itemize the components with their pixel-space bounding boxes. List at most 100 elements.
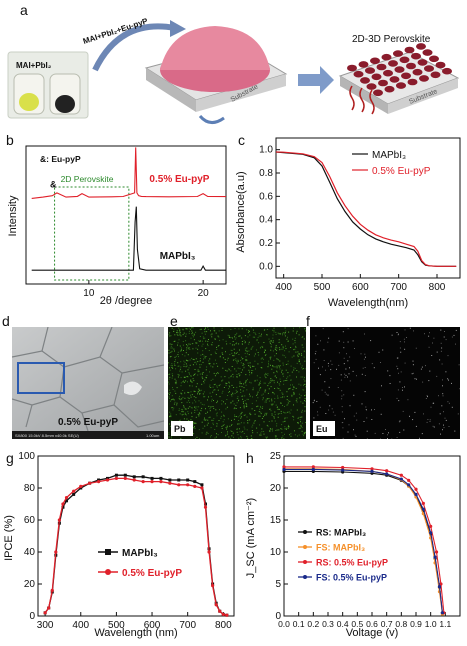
eu-signal-dot (387, 370, 388, 371)
eu-signal-dot (364, 334, 365, 335)
pb-signal-dot (184, 364, 185, 365)
pb-signal-dot (231, 394, 232, 395)
pb-signal-dot (261, 395, 262, 396)
pb-signal-dot (197, 393, 198, 394)
perovskite-grain (377, 64, 387, 71)
pb-signal-dot (276, 423, 277, 424)
pb-signal-dot (275, 347, 276, 348)
eu-signal-dot (399, 381, 400, 382)
pb-signal-dot (195, 342, 196, 343)
pb-signal-dot (255, 381, 256, 382)
pb-signal-dot (236, 408, 237, 409)
pb-signal-dot (291, 436, 292, 437)
pb-signal-dot (228, 388, 229, 389)
pb-signal-dot (297, 355, 298, 356)
pb-signal-dot (245, 350, 246, 351)
pb-signal-dot (236, 371, 237, 372)
pb-signal-dot (241, 432, 242, 433)
pb-signal-dot (205, 419, 206, 420)
eu-signal-dot (449, 403, 450, 404)
pb-signal-dot (305, 398, 306, 399)
pb-signal-dot (199, 390, 200, 391)
pb-signal-dot (182, 390, 183, 391)
pb-signal-dot (274, 328, 275, 329)
pb-signal-dot (222, 352, 223, 353)
eu-signal-dot (313, 417, 314, 418)
eu-signal-dot (455, 344, 456, 345)
pb-signal-dot (281, 349, 282, 350)
pb-signal-dot (246, 359, 247, 360)
pb-signal-dot (206, 434, 207, 435)
eu-signal-dot (429, 332, 430, 333)
perovskite-grain (382, 54, 392, 61)
eu-signal-dot (349, 373, 350, 374)
pb-signal-dot (300, 428, 301, 429)
pb-signal-dot (208, 345, 209, 346)
pb-signal-dot (207, 399, 208, 400)
pb-signal-dot (174, 363, 175, 364)
eu-signal-dot (356, 413, 357, 414)
pb-signal-dot (262, 347, 263, 348)
pb-signal-dot (189, 333, 190, 334)
ipce-point (225, 614, 228, 617)
pb-signal-dot (263, 359, 264, 360)
abs-xtick-label-3: 700 (390, 282, 407, 293)
ipce-point (106, 478, 109, 481)
pb-signal-dot (237, 396, 238, 397)
pb-signal-dot (299, 397, 300, 398)
abs-legend-eu: 0.5% Eu-pyP (372, 166, 431, 177)
eu-signal-dot (320, 374, 321, 375)
pb-signal-dot (262, 399, 263, 400)
pb-signal-dot (186, 360, 187, 361)
eu-signal-dot (397, 368, 398, 369)
pb-signal-dot (185, 340, 186, 341)
pb-signal-dot (294, 393, 295, 394)
eu-signal-dot (320, 340, 321, 341)
pb-signal-dot (180, 361, 181, 362)
pb-signal-dot (263, 416, 264, 417)
pb-signal-dot (168, 362, 169, 363)
pb-signal-dot (269, 409, 270, 410)
jv-ytick-label-0: 0 (275, 611, 281, 622)
pb-signal-dot (250, 367, 251, 368)
ipce-point (177, 479, 180, 482)
pb-signal-dot (206, 331, 207, 332)
pb-signal-dot (240, 414, 241, 415)
pb-signal-dot (286, 380, 287, 381)
pb-signal-dot (186, 328, 187, 329)
ipce-point (133, 475, 136, 478)
eu-signal-dot (405, 363, 406, 364)
pb-signal-dot (279, 361, 280, 362)
pb-signal-dot (212, 379, 213, 380)
eu-signal-dot (416, 379, 417, 380)
pb-signal-dot (238, 361, 239, 362)
pb-signal-dot (205, 408, 206, 409)
pb-signal-dot (170, 414, 171, 415)
pb-signal-dot (216, 373, 217, 374)
pb-signal-dot (303, 435, 304, 436)
eu-signal-dot (332, 408, 333, 409)
ipce-series-line-0 (45, 475, 227, 615)
pb-signal-dot (247, 351, 248, 352)
eu-signal-dot (443, 425, 444, 426)
pb-signal-dot (180, 399, 181, 400)
pb-signal-dot (212, 334, 213, 335)
pb-signal-dot (284, 426, 285, 427)
jv-point (422, 502, 425, 505)
pb-signal-dot (194, 391, 195, 392)
pb-signal-dot (187, 345, 188, 346)
pb-signal-dot (228, 392, 229, 393)
pb-signal-dot (230, 430, 231, 431)
pb-signal-dot (296, 398, 297, 399)
pb-signal-dot (258, 352, 259, 353)
pb-signal-dot (211, 354, 212, 355)
pb-signal-dot (188, 397, 189, 398)
pb-signal-dot (265, 373, 266, 374)
pb-signal-dot (279, 385, 280, 386)
jv-legend-label-2: RS: 0.5% Eu-pyP (316, 558, 388, 568)
pb-signal-dot (275, 332, 276, 333)
eu-signal-dot (348, 432, 349, 433)
pb-signal-dot (198, 345, 199, 346)
eu-signal-dot (328, 366, 329, 367)
xrd-xlabel: 2θ /degree (100, 295, 153, 307)
